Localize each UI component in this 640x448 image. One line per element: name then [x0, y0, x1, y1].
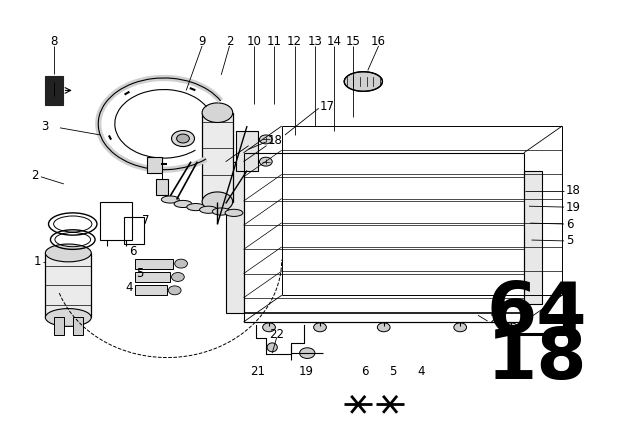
Text: 5: 5 [389, 365, 396, 378]
Ellipse shape [45, 309, 92, 327]
Text: 10: 10 [247, 35, 262, 48]
Ellipse shape [45, 244, 92, 262]
Text: 22: 22 [269, 328, 284, 341]
Ellipse shape [259, 157, 272, 166]
Ellipse shape [175, 259, 188, 268]
Ellipse shape [344, 72, 383, 91]
Text: 9: 9 [198, 35, 206, 48]
Ellipse shape [314, 323, 326, 332]
Ellipse shape [174, 200, 192, 207]
Text: 18: 18 [486, 325, 587, 394]
Ellipse shape [454, 323, 467, 332]
Bar [73, 318, 83, 335]
Bar [524, 171, 541, 304]
Bar [100, 202, 132, 240]
Text: 14: 14 [326, 35, 342, 48]
Ellipse shape [212, 208, 230, 215]
Ellipse shape [168, 286, 181, 295]
Ellipse shape [505, 323, 518, 332]
Text: 4: 4 [125, 281, 133, 294]
Text: 13: 13 [307, 35, 323, 48]
Bar [135, 285, 167, 295]
Text: 15: 15 [346, 35, 360, 48]
Text: 7: 7 [141, 214, 149, 227]
Text: 19: 19 [298, 365, 314, 378]
Text: 18: 18 [566, 184, 581, 197]
Ellipse shape [378, 323, 390, 332]
Ellipse shape [262, 323, 275, 332]
Ellipse shape [161, 196, 179, 203]
Bar [202, 113, 233, 202]
Text: 5: 5 [136, 267, 144, 280]
Ellipse shape [202, 103, 233, 122]
Text: 16: 16 [371, 35, 386, 48]
Bar [54, 318, 64, 335]
Bar [124, 217, 144, 244]
Text: 4: 4 [417, 365, 424, 378]
Bar [236, 130, 258, 171]
Ellipse shape [259, 135, 272, 144]
Ellipse shape [300, 348, 315, 358]
Text: 2: 2 [226, 35, 233, 48]
Text: 1: 1 [33, 255, 41, 268]
Ellipse shape [187, 203, 205, 211]
Bar [45, 253, 92, 318]
Bar [135, 259, 173, 268]
Text: 12: 12 [287, 35, 302, 48]
Ellipse shape [267, 343, 277, 352]
Text: 6: 6 [129, 245, 136, 258]
Ellipse shape [172, 272, 184, 281]
Text: 20: 20 [489, 313, 504, 326]
Text: 2: 2 [31, 169, 38, 182]
Text: 3: 3 [41, 121, 48, 134]
Text: 8: 8 [51, 35, 58, 48]
Ellipse shape [172, 130, 195, 146]
Ellipse shape [177, 134, 189, 143]
Bar [226, 162, 244, 313]
Bar [147, 157, 162, 173]
Ellipse shape [200, 206, 218, 213]
Ellipse shape [225, 209, 243, 216]
Text: 6: 6 [361, 365, 369, 378]
Text: 17: 17 [320, 99, 335, 112]
Ellipse shape [202, 192, 233, 211]
Bar [156, 180, 168, 195]
Text: 5: 5 [566, 234, 573, 247]
Text: 19: 19 [566, 201, 581, 214]
Text: 21: 21 [250, 365, 265, 378]
Text: 64: 64 [486, 279, 587, 348]
Bar [45, 76, 63, 105]
Text: 18: 18 [268, 134, 283, 147]
Text: 6: 6 [566, 217, 573, 231]
Bar [135, 272, 170, 282]
Text: 11: 11 [267, 35, 282, 48]
